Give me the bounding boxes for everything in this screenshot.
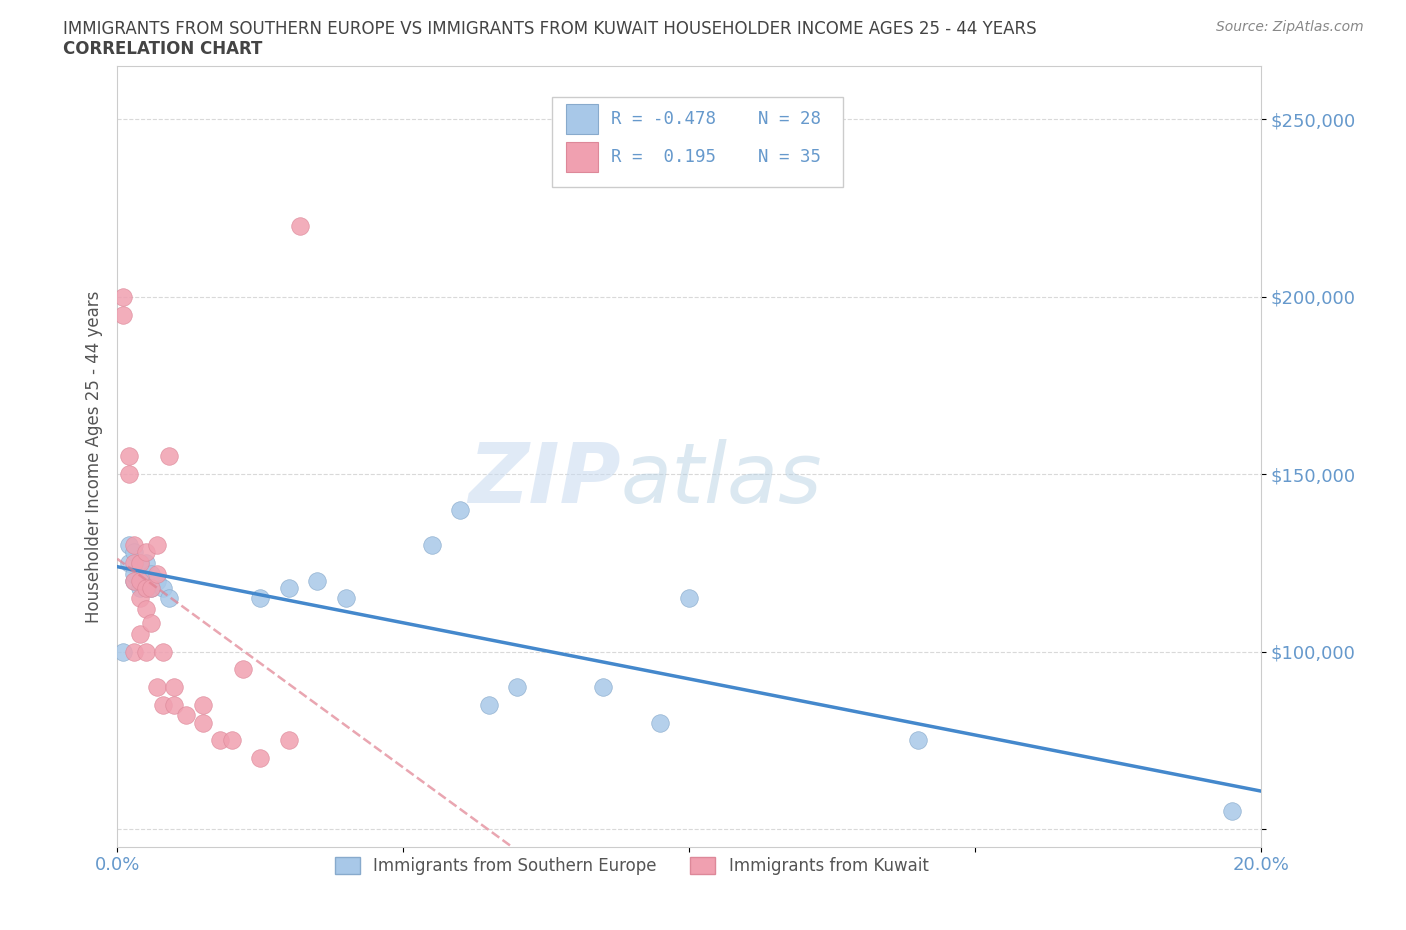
Point: [117, 538, 139, 552]
FancyBboxPatch shape: [565, 142, 598, 171]
Point: [129, 591, 152, 605]
Point: [191, 715, 214, 730]
Point: [141, 580, 163, 595]
Point: [135, 580, 157, 595]
Point: [111, 644, 134, 659]
Point: [129, 580, 152, 595]
Point: [146, 538, 169, 552]
Point: [124, 644, 146, 659]
Point: [506, 680, 529, 695]
Point: [307, 573, 329, 588]
Point: [249, 591, 271, 605]
Point: [249, 751, 271, 765]
Point: [232, 662, 254, 677]
Point: [111, 289, 134, 304]
Point: [592, 680, 614, 695]
Point: [420, 538, 443, 552]
Text: R =  0.195    N = 35: R = 0.195 N = 35: [612, 148, 821, 166]
Point: [129, 627, 152, 642]
Legend: Immigrants from Southern Europe, Immigrants from Kuwait: Immigrants from Southern Europe, Immigra…: [329, 850, 935, 882]
Point: [124, 538, 146, 552]
Point: [678, 591, 700, 605]
Point: [146, 573, 169, 588]
Point: [163, 680, 186, 695]
Text: ZIP: ZIP: [468, 439, 620, 521]
Point: [141, 616, 163, 631]
FancyBboxPatch shape: [551, 98, 844, 187]
Point: [124, 573, 146, 588]
Text: IMMIGRANTS FROM SOUTHERN EUROPE VS IMMIGRANTS FROM KUWAIT HOUSEHOLDER INCOME AGE: IMMIGRANTS FROM SOUTHERN EUROPE VS IMMIG…: [63, 20, 1036, 38]
Point: [124, 555, 146, 570]
Point: [124, 566, 146, 581]
Point: [124, 545, 146, 560]
Text: Source: ZipAtlas.com: Source: ZipAtlas.com: [1216, 20, 1364, 34]
Text: atlas: atlas: [620, 439, 823, 521]
Y-axis label: Householder Income Ages 25 - 44 years: Householder Income Ages 25 - 44 years: [86, 290, 103, 623]
Point: [288, 219, 311, 233]
Point: [152, 698, 174, 712]
Point: [907, 733, 929, 748]
Point: [117, 555, 139, 570]
Point: [1220, 804, 1243, 818]
Point: [129, 573, 152, 588]
Point: [141, 566, 163, 581]
Point: [135, 545, 157, 560]
Point: [650, 715, 672, 730]
Point: [157, 449, 180, 464]
Point: [163, 698, 186, 712]
Point: [111, 307, 134, 322]
Point: [135, 602, 157, 617]
Point: [191, 698, 214, 712]
Point: [129, 555, 152, 570]
Point: [141, 580, 163, 595]
Point: [152, 580, 174, 595]
Text: CORRELATION CHART: CORRELATION CHART: [63, 40, 263, 58]
Point: [478, 698, 501, 712]
Point: [335, 591, 357, 605]
FancyBboxPatch shape: [565, 104, 598, 134]
Point: [157, 591, 180, 605]
Point: [117, 467, 139, 482]
Point: [146, 680, 169, 695]
Point: [277, 580, 299, 595]
Point: [135, 644, 157, 659]
Point: [221, 733, 243, 748]
Point: [174, 708, 197, 723]
Point: [135, 573, 157, 588]
Point: [209, 733, 232, 748]
Point: [277, 733, 299, 748]
Point: [146, 566, 169, 581]
Text: R = -0.478    N = 28: R = -0.478 N = 28: [612, 111, 821, 128]
Point: [129, 555, 152, 570]
Point: [124, 573, 146, 588]
Point: [135, 555, 157, 570]
Point: [117, 449, 139, 464]
Point: [152, 644, 174, 659]
Point: [449, 502, 471, 517]
